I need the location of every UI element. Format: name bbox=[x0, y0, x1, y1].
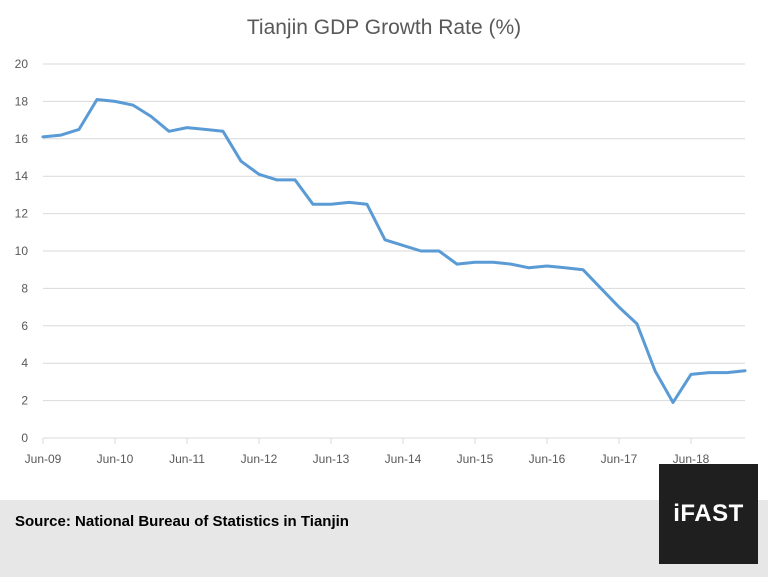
x-tick-label: Jun-15 bbox=[457, 452, 494, 466]
y-tick-label: 18 bbox=[15, 94, 29, 108]
y-tick-label: 14 bbox=[15, 169, 29, 183]
x-tick-label: Jun-17 bbox=[601, 452, 638, 466]
x-tick-label: Jun-16 bbox=[529, 452, 566, 466]
chart-title: Tianjin GDP Growth Rate (%) bbox=[246, 16, 522, 39]
chart-svg: 0 2 4 6 8 10 12 14 16 18 20 Jun-09 Jun-10 Jun-11 Jun-1… bbox=[15, 57, 747, 466]
source-text: Source: National Bureau of Statistics in… bbox=[15, 513, 349, 530]
y-tick-label: 10 bbox=[15, 244, 29, 258]
footer: Source: National Bureau of Statistics in… bbox=[0, 500, 768, 577]
y-tick-label: 0 bbox=[21, 431, 28, 445]
x-tick-label: Jun-18 bbox=[673, 452, 710, 466]
y-tick-label: 20 bbox=[15, 57, 29, 71]
y-tick-label: 16 bbox=[15, 132, 29, 146]
x-tick-label: Jun-12 bbox=[241, 452, 278, 466]
y-tick-label: 4 bbox=[21, 356, 28, 370]
x-tick-label: Jun-09 bbox=[25, 452, 62, 466]
gdp-growth-line bbox=[41, 98, 747, 404]
y-tick-label: 6 bbox=[21, 319, 28, 333]
x-tick-label: Jun-13 bbox=[313, 452, 350, 466]
y-tick-label: 12 bbox=[15, 207, 29, 221]
chart: Tianjin GDP Growth Rate (%) 0 2 4 6 8 10 12 14 1… bbox=[15, 16, 747, 466]
y-tick-label: 2 bbox=[21, 394, 28, 408]
x-tick-label: Jun-10 bbox=[97, 452, 134, 466]
y-tick-label: 8 bbox=[21, 281, 28, 295]
logo-text: iFAST bbox=[673, 500, 744, 527]
x-tick-label: Jun-14 bbox=[385, 452, 422, 466]
x-tick-label: Jun-11 bbox=[169, 452, 205, 466]
ifast-logo: iFAST bbox=[659, 464, 758, 564]
